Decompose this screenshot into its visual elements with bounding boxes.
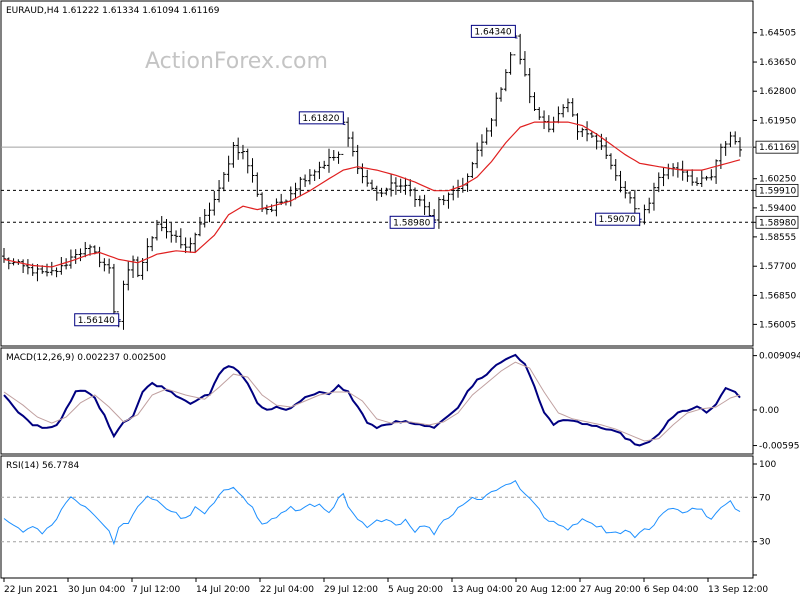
time-tick-label-5: 29 Jul 12:00 <box>324 585 378 595</box>
price-tick-label-7: 1.59400 <box>759 204 796 214</box>
macd-series-1 <box>3 361 741 442</box>
time-tick-label-0: 22 Jun 2021 <box>4 585 58 595</box>
price-tag-4 <box>755 140 799 154</box>
rsi-tick-label-1: 70 <box>759 493 771 503</box>
time-axis: 22 Jun 2021 30 Jun 04:00 7 Jul 12:00 14 Jul… <box>3 578 768 595</box>
price-panel-frame <box>0 0 754 347</box>
time-tick-label-10: 6 Sep 04:00 <box>644 585 699 595</box>
price-annotations: 1.56140 1.61820 1.64340 1.58980 1.59070 <box>74 24 642 327</box>
price-tick-label-10: 1.57700 <box>759 262 796 272</box>
annotation-label-3: 1.58980 <box>393 218 430 228</box>
time-tick-label-9: 27 Aug 20:00 <box>580 585 641 595</box>
rsi-tick-label-0: 100 <box>759 460 776 470</box>
macd-panel-frame <box>0 347 754 455</box>
annotation-box-1 <box>298 111 344 125</box>
annotation-label-2: 1.64340 <box>474 27 511 37</box>
annotation-leader-2 <box>515 36 518 39</box>
price-tick-label-11: 1.56850 <box>759 291 796 301</box>
macd-axis: 0.009094 0.00 -0.005956 <box>753 352 800 452</box>
time-tick-label-7: 13 Aug 04:00 <box>452 585 513 595</box>
price-tick-label-2: 1.62800 <box>759 87 796 97</box>
time-tick-label-11: 13 Sep 12:00 <box>708 585 768 595</box>
annotation-label-0: 1.56140 <box>78 316 115 326</box>
rsi-lines <box>1 480 753 546</box>
rsi-panel-frame <box>0 455 754 579</box>
macd-tick-label-0: 0.009094 <box>759 352 800 362</box>
rsi-series-0 <box>3 480 741 546</box>
price-tick-label-12: 1.56005 <box>759 320 796 330</box>
ohlc-bars <box>2 32 742 330</box>
time-tick-label-2: 7 Jul 12:00 <box>132 585 181 595</box>
price-tick-label-3: 1.61950 <box>759 116 796 126</box>
macd-tick-label-2: -0.005956 <box>759 442 800 452</box>
annotation-leader-1 <box>343 123 346 126</box>
price-tick-label-8: 1.58980 <box>759 218 796 228</box>
price-axis: 1.64505 1.63650 1.62800 1.61950 1.61169 1.602… <box>753 29 799 330</box>
rsi-axis: 100 70 30 <box>753 460 776 576</box>
time-tick-label-1: 30 Jun 04:00 <box>68 585 125 595</box>
price-panel-title: EURAUD,H4 1.61222 1.61334 1.61094 1.6116… <box>6 6 220 16</box>
price-tick-label-0: 1.64505 <box>759 29 796 39</box>
moving-average-line <box>3 121 741 268</box>
annotation-label-1: 1.61820 <box>302 114 339 124</box>
rsi-panel-title: RSI(14) 56.7784 <box>6 461 79 471</box>
macd-lines <box>3 353 741 447</box>
annotation-box-2 <box>470 24 516 38</box>
moving-average <box>3 121 741 268</box>
price-tag-6 <box>755 183 799 197</box>
macd-panel-title: MACD(12,26,9) 0.002237 0.002500 <box>6 353 166 363</box>
price-tick-label-9: 1.58555 <box>759 233 796 243</box>
price-tag-8 <box>755 215 799 229</box>
macd-tick-label-1: 0.00 <box>759 406 779 416</box>
time-tick-label-3: 14 Jul 20:00 <box>196 585 250 595</box>
time-tick-label-4: 22 Jul 04:00 <box>260 585 314 595</box>
price-tick-label-5: 1.60250 <box>759 175 796 185</box>
rsi-tick-label-2: 30 <box>759 538 771 548</box>
annotation-label-4: 1.59070 <box>599 215 636 225</box>
price-tick-label-1: 1.63650 <box>759 58 796 68</box>
price-tick-label-6: 1.59910 <box>759 186 796 196</box>
watermark: ActionForex.com <box>145 49 328 74</box>
time-tick-label-8: 20 Aug 12:00 <box>516 585 577 595</box>
time-tick-label-6: 5 Aug 20:00 <box>388 585 443 595</box>
price-tick-label-4: 1.61169 <box>759 143 796 153</box>
